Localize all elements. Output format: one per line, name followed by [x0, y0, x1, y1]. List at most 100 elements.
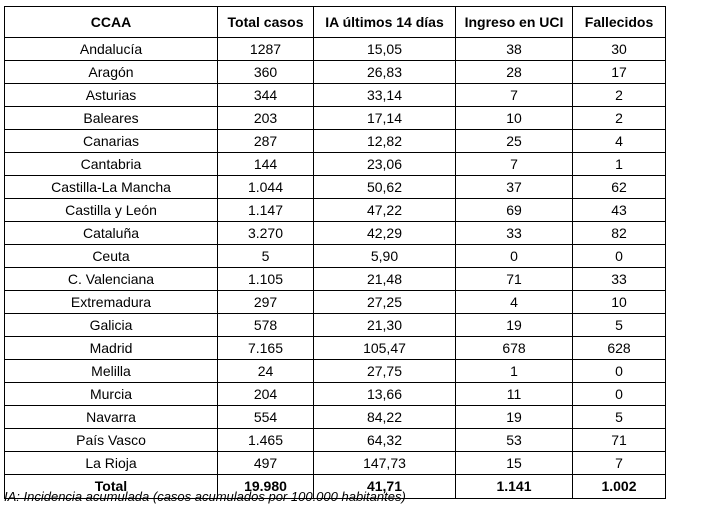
cell-ia-14-dias: 27,25	[313, 290, 456, 314]
cell-fallecidos: 33	[572, 267, 666, 291]
cell-ccaa: País Vasco	[4, 428, 218, 452]
cell-ccaa: La Rioja	[4, 451, 218, 475]
cell-ccaa: Ceuta	[4, 244, 218, 268]
cell-fallecidos: 0	[572, 244, 666, 268]
cell-ccaa: Cantabria	[4, 152, 218, 176]
table-row: Madrid 7.165 105,47 678 628	[4, 336, 666, 360]
header-total-casos: Total casos	[217, 6, 314, 38]
cases-table: CCAA Total casos IA últimos 14 días Ingr…	[4, 6, 666, 499]
table-row: C. Valenciana 1.105 21,48 71 33	[4, 267, 666, 291]
table-row: Castilla-La Mancha 1.044 50,62 37 62	[4, 175, 666, 199]
cell-ccaa: Melilla	[4, 359, 218, 383]
cell-ia-14-dias: 13,66	[313, 382, 456, 406]
cell-fallecidos: 4	[572, 129, 666, 153]
cell-total-casos: 344	[217, 83, 314, 107]
cell-ingreso-uci: 1	[455, 359, 573, 383]
cell-ccaa: C. Valenciana	[4, 267, 218, 291]
cell-ia-14-dias: 84,22	[313, 405, 456, 429]
table-row: Navarra 554 84,22 19 5	[4, 405, 666, 429]
header-ingreso-uci: Ingreso en UCI	[455, 6, 573, 38]
cell-fallecidos: 628	[572, 336, 666, 360]
cell-ingreso-uci: 7	[455, 83, 573, 107]
cell-ingreso-uci: 19	[455, 405, 573, 429]
cell-ccaa: Cataluña	[4, 221, 218, 245]
total-cell-ingreso-uci: 1.141	[455, 474, 573, 499]
cell-total-casos: 497	[217, 451, 314, 475]
cell-ia-14-dias: 5,90	[313, 244, 456, 268]
cell-ia-14-dias: 47,22	[313, 198, 456, 222]
cell-ia-14-dias: 17,14	[313, 106, 456, 130]
cell-ingreso-uci: 69	[455, 198, 573, 222]
cell-fallecidos: 30	[572, 37, 666, 61]
cell-fallecidos: 17	[572, 60, 666, 84]
cell-ingreso-uci: 25	[455, 129, 573, 153]
cell-ccaa: Extremadura	[4, 290, 218, 314]
cell-total-casos: 24	[217, 359, 314, 383]
cell-ccaa: Castilla y León	[4, 198, 218, 222]
table-row: Murcia 204 13,66 11 0	[4, 382, 666, 406]
header-fallecidos: Fallecidos	[572, 6, 666, 38]
cell-ingreso-uci: 71	[455, 267, 573, 291]
cell-total-casos: 7.165	[217, 336, 314, 360]
cell-ingreso-uci: 4	[455, 290, 573, 314]
cell-ingreso-uci: 19	[455, 313, 573, 337]
cell-total-casos: 144	[217, 152, 314, 176]
table-row: Melilla 24 27,75 1 0	[4, 359, 666, 383]
table-row: Cataluña 3.270 42,29 33 82	[4, 221, 666, 245]
cell-ia-14-dias: 147,73	[313, 451, 456, 475]
cell-ingreso-uci: 7	[455, 152, 573, 176]
cell-total-casos: 204	[217, 382, 314, 406]
cell-ccaa: Asturias	[4, 83, 218, 107]
footnote: IA: Incidencia acumulada (casos acumulad…	[4, 489, 406, 504]
cell-ccaa: Castilla-La Mancha	[4, 175, 218, 199]
cell-ingreso-uci: 678	[455, 336, 573, 360]
cell-total-casos: 5	[217, 244, 314, 268]
table-row: La Rioja 497 147,73 15 7	[4, 451, 666, 475]
cell-total-casos: 1.147	[217, 198, 314, 222]
total-cell-total-casos: 19.980	[217, 474, 314, 499]
cell-total-casos: 297	[217, 290, 314, 314]
cell-ccaa: Madrid	[4, 336, 218, 360]
cell-ia-14-dias: 64,32	[313, 428, 456, 452]
cell-ia-14-dias: 23,06	[313, 152, 456, 176]
cell-ccaa: Canarias	[4, 129, 218, 153]
cell-total-casos: 3.270	[217, 221, 314, 245]
cell-ia-14-dias: 15,05	[313, 37, 456, 61]
total-cell-ccaa: Total	[4, 474, 218, 499]
header-ia-14-dias: IA últimos 14 días	[313, 6, 456, 38]
table-row: Asturias 344 33,14 7 2	[4, 83, 666, 107]
cell-ingreso-uci: 15	[455, 451, 573, 475]
cell-ingreso-uci: 11	[455, 382, 573, 406]
cell-ingreso-uci: 10	[455, 106, 573, 130]
header-row: CCAA Total casos IA últimos 14 días Ingr…	[4, 6, 666, 38]
cell-total-casos: 1.465	[217, 428, 314, 452]
table-row: Castilla y León 1.147 47,22 69 43	[4, 198, 666, 222]
header-ccaa: CCAA	[4, 6, 218, 38]
cell-fallecidos: 5	[572, 313, 666, 337]
cell-fallecidos: 1	[572, 152, 666, 176]
cell-total-casos: 287	[217, 129, 314, 153]
cell-fallecidos: 82	[572, 221, 666, 245]
table-row: Canarias 287 12,82 25 4	[4, 129, 666, 153]
cell-fallecidos: 5	[572, 405, 666, 429]
cell-total-casos: 1.105	[217, 267, 314, 291]
table-row: Aragón 360 26,83 28 17	[4, 60, 666, 84]
cell-total-casos: 360	[217, 60, 314, 84]
cell-fallecidos: 0	[572, 359, 666, 383]
cell-ia-14-dias: 50,62	[313, 175, 456, 199]
table-row: Andalucía 1287 15,05 38 30	[4, 37, 666, 61]
cell-fallecidos: 62	[572, 175, 666, 199]
cell-total-casos: 203	[217, 106, 314, 130]
cell-ingreso-uci: 53	[455, 428, 573, 452]
cell-fallecidos: 7	[572, 451, 666, 475]
cell-ingreso-uci: 0	[455, 244, 573, 268]
table-row: Cantabria 144 23,06 7 1	[4, 152, 666, 176]
cell-ccaa: Galicia	[4, 313, 218, 337]
cell-ccaa: Andalucía	[4, 37, 218, 61]
cell-total-casos: 1.044	[217, 175, 314, 199]
cell-ingreso-uci: 28	[455, 60, 573, 84]
cell-ingreso-uci: 37	[455, 175, 573, 199]
cell-ia-14-dias: 21,30	[313, 313, 456, 337]
table-row: Ceuta 5 5,90 0 0	[4, 244, 666, 268]
cell-ia-14-dias: 27,75	[313, 359, 456, 383]
